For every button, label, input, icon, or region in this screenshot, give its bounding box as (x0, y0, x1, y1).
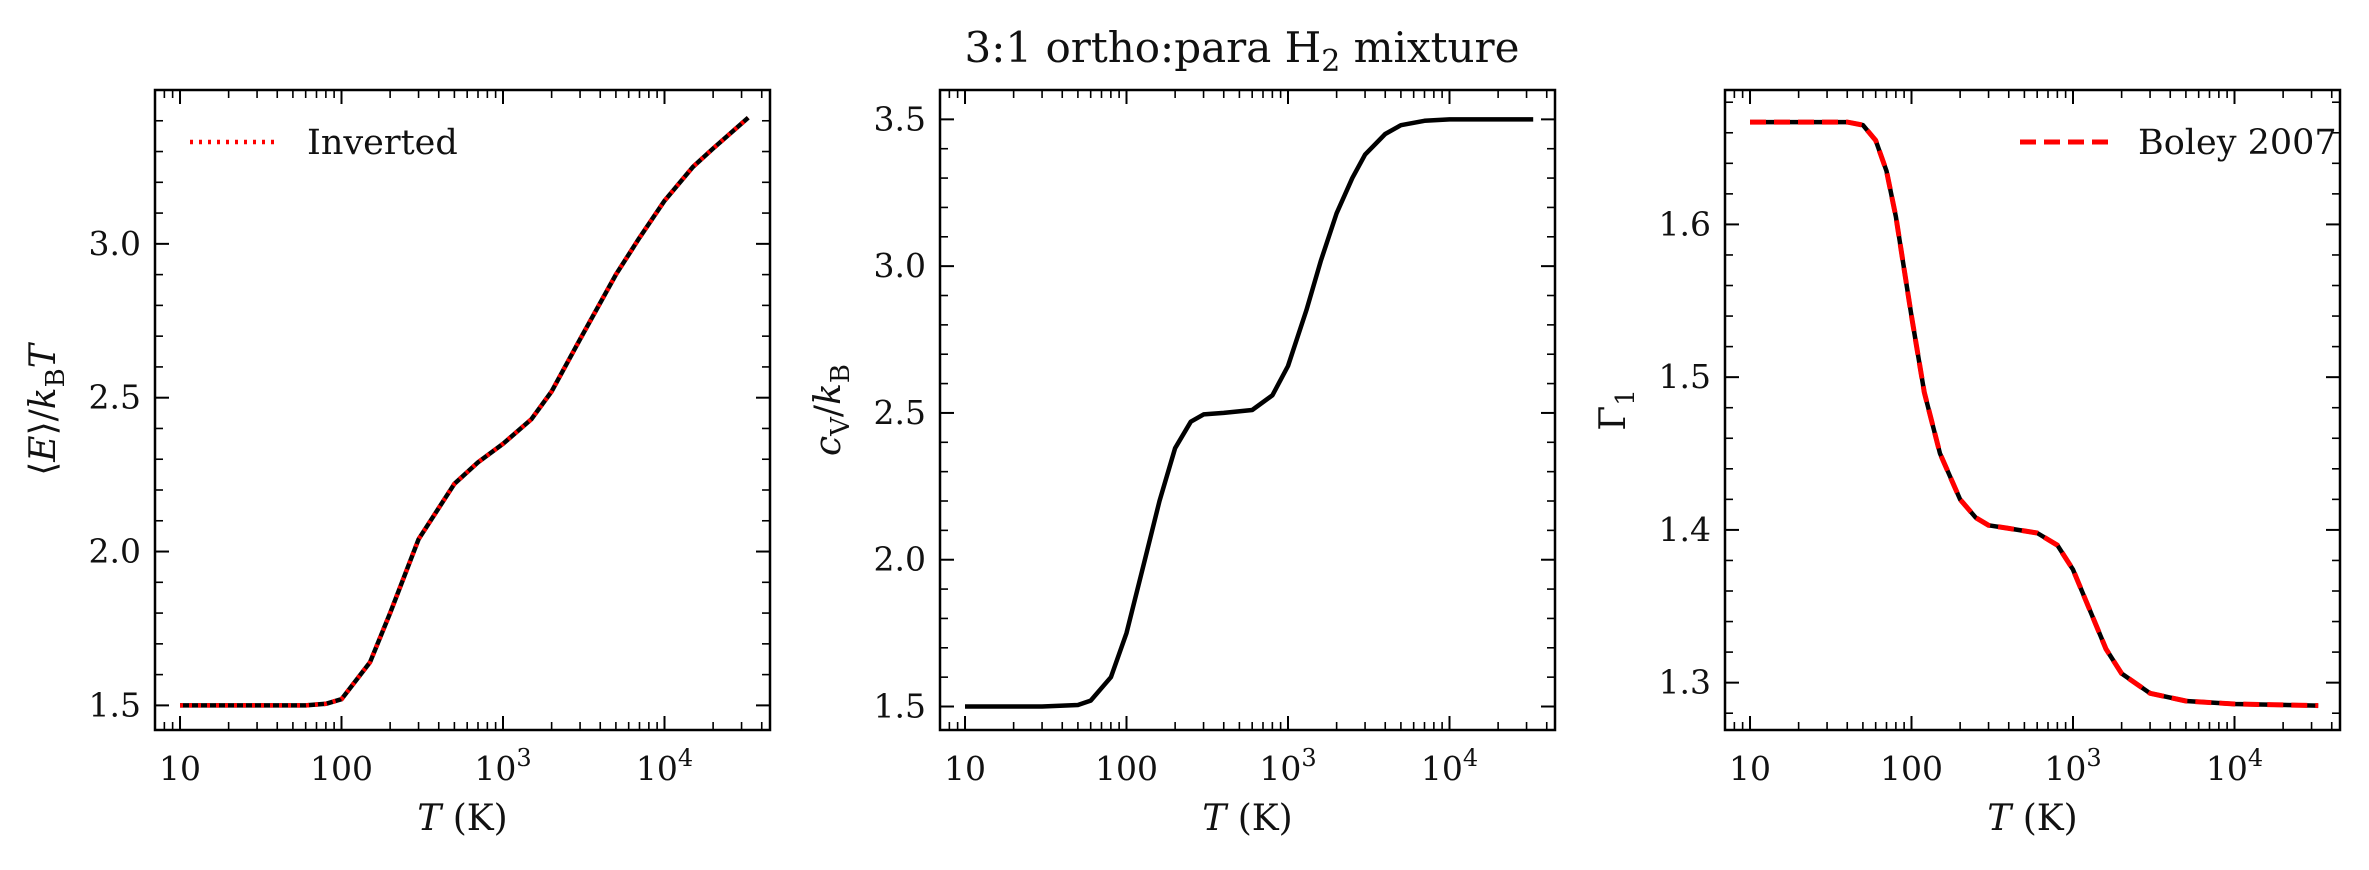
y-tick-label: 1.5 (89, 685, 141, 724)
y-tick-label: 2.0 (874, 540, 926, 579)
legend-label: Boley 2007 (2138, 123, 2337, 163)
y-tick-label: 1.3 (1659, 663, 1711, 702)
panel-adiabatic-index: 10 100 103 104 1.3 1.4 1.5 1.6 T (K) Γ1 Boley 2007 (1593, 88, 2342, 839)
axes-frame (153, 88, 772, 732)
axes-frame (938, 88, 1557, 732)
x-tick-label: 104 (1421, 744, 1478, 788)
y-tick-label: 3.5 (874, 99, 926, 138)
series-line-boley-2007 (1750, 119, 2319, 709)
series-line-model (965, 117, 1534, 709)
panel-mean-energy: 10 100 103 104 1.5 2.0 2.5 3.0 T (K) ⟨E⟩/kBT Inver… (23, 88, 772, 839)
y-tick-label: 3.0 (89, 224, 141, 263)
y-tick-label: 2.0 (89, 532, 141, 571)
y-tick-label: 1.4 (1659, 510, 1711, 549)
y-tick-label: 3.0 (874, 246, 926, 285)
x-tick-label: 100 (1880, 749, 1943, 788)
x-tick-label: 104 (636, 744, 693, 788)
legend-label: Inverted (307, 123, 458, 163)
figure-title: 3:1 ortho:para H2 mixture (965, 23, 1520, 79)
y-axis-label: cV/kB (808, 364, 856, 456)
x-axis-label: T (K) (1987, 798, 2077, 839)
x-axis-label: T (K) (1202, 798, 1292, 839)
y-tick-label: 2.5 (874, 393, 926, 432)
y-tick-label: 1.6 (1659, 204, 1711, 243)
x-tick-label: 104 (2206, 744, 2263, 788)
x-tick-label: 10 (159, 749, 201, 788)
panel-heat-capacity: 10 100 103 104 1.5 2.0 2.5 3.0 3.5 T (K) cV/kB (808, 88, 1557, 839)
x-tick-label: 100 (310, 749, 373, 788)
x-tick-label: 10 (944, 749, 986, 788)
y-axis-label: Γ1 (1593, 389, 1641, 431)
series-line-model (1750, 119, 2319, 708)
y-tick-label: 1.5 (874, 687, 926, 726)
y-tick-label: 1.5 (1659, 357, 1711, 396)
x-tick-label: 103 (1259, 744, 1316, 788)
x-tick-label: 10 (1729, 749, 1771, 788)
y-axis-label: ⟨E⟩/kBT (23, 341, 71, 475)
series-line-inverted (180, 116, 750, 708)
x-tick-label: 103 (474, 744, 531, 788)
y-tick-label: 2.5 (89, 378, 141, 417)
axes-frame (1723, 88, 2342, 732)
x-axis-label: T (K) (417, 798, 507, 839)
x-tick-label: 103 (2044, 744, 2101, 788)
x-tick-label: 100 (1095, 749, 1158, 788)
